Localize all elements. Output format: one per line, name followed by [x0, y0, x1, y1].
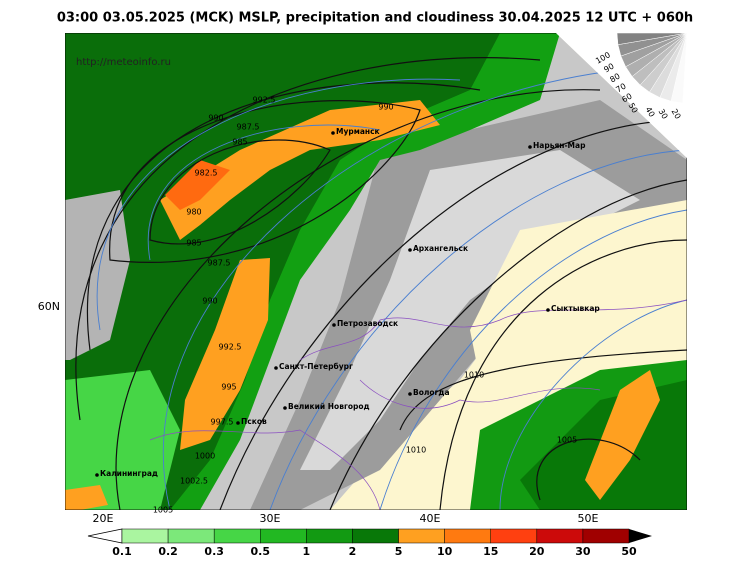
precipitation-colorbar: 0.1 0.2 0.3 0.5 1 2 5 10 15 20 30 50: [87, 528, 652, 558]
colorbar-segment: [167, 528, 215, 544]
city-marker: [332, 323, 336, 327]
colorbar-label: 0.3: [204, 545, 224, 558]
city-label: Калининград: [100, 469, 158, 478]
city-label: Великий Новгород: [288, 402, 370, 411]
isobar-label: 990: [378, 103, 393, 112]
city-marker: [274, 366, 278, 370]
longitude-label: 40E: [420, 512, 441, 525]
isobar-label: 1002.5: [180, 477, 208, 486]
colorbar-segment: [352, 528, 399, 544]
colorbar-segment: [444, 528, 491, 544]
colorbar-segment: [582, 528, 630, 544]
city-label: Вологда: [413, 388, 450, 397]
city-marker: [283, 406, 287, 410]
city-label: Псков: [241, 417, 267, 426]
isobar-label: 1005: [153, 506, 173, 515]
city-label: Нарьян-Мар: [533, 141, 586, 150]
colorbar-label: 5: [395, 545, 403, 558]
isobar-label: 987.5: [237, 123, 260, 132]
colorbar-label: 20: [529, 545, 545, 558]
isobar-label: 980: [186, 208, 201, 217]
colorbar-segment: [213, 528, 261, 544]
longitude-label: 50E: [578, 512, 599, 525]
colorbar-label: 10: [437, 545, 453, 558]
isobar-label: 982.5: [195, 169, 218, 178]
cloudiness-label: 70: [614, 82, 627, 95]
colorbar-label: 0.5: [251, 545, 271, 558]
city-label: Мурманск: [336, 127, 380, 136]
city-marker: [95, 473, 99, 477]
colorbar-label: 0.2: [158, 545, 178, 558]
isobar-label: 1010: [406, 446, 426, 455]
isobar-label: 992.5: [253, 96, 276, 105]
city-marker: [408, 392, 412, 396]
isobar-label: 985: [232, 138, 247, 147]
isobar-label: 985: [186, 239, 201, 248]
cloudiness-label: 60: [620, 92, 633, 105]
colorbar-label: 15: [483, 545, 498, 558]
colorbar-label: 50: [621, 545, 637, 558]
city-marker: [408, 248, 412, 252]
city-marker: [331, 131, 335, 135]
map: [65, 33, 687, 510]
city-label: Петрозаводск: [337, 319, 398, 328]
city-marker: [236, 421, 240, 425]
city-marker: [528, 145, 532, 149]
cloudiness-label: 50: [627, 101, 640, 114]
longitude-label: 20E: [93, 512, 114, 525]
city-label: Сыктывкар: [551, 304, 600, 313]
colorbar-segment: [306, 528, 353, 544]
colorbar-label: 2: [349, 545, 357, 558]
isobar-label: 1010: [464, 371, 484, 380]
isobar-label: 990: [202, 297, 217, 306]
isobar-label: 997.5: [211, 418, 234, 427]
isobar-label: 987.5: [208, 259, 231, 268]
city-label: Архангельск: [413, 244, 468, 253]
cloudiness-label: 90: [602, 62, 615, 75]
colorbar-segment: [536, 528, 584, 544]
latitude-label: 60N: [38, 300, 60, 313]
cloudiness-label: 40: [644, 105, 657, 118]
colorbar-segment: [260, 528, 307, 544]
colorbar-segment: [398, 528, 445, 544]
isobar-label: 1005: [557, 436, 577, 445]
source-url: http://meteoinfo.ru: [76, 57, 171, 68]
cloudiness-label: 30: [657, 107, 670, 120]
cloudiness-sector: [616, 32, 688, 45]
colorbar-label: 1: [303, 545, 311, 558]
isobar-label: 990: [208, 114, 223, 123]
isobar-label: 995: [221, 383, 236, 392]
colorbar-segment: [121, 528, 169, 544]
city-label: Санкт-Петербург: [279, 362, 353, 371]
city-marker: [546, 308, 550, 312]
isobar-label: 1000: [195, 452, 215, 461]
isobar-label: 992.5: [219, 343, 242, 352]
cloudiness-label: 20: [670, 107, 683, 120]
title: 03:00 03.05.2025 (MCK) MSLP, precipitati…: [57, 11, 693, 26]
colorbar-label: 0.1: [112, 545, 132, 558]
colorbar-label: 30: [575, 545, 591, 558]
longitude-label: 30E: [260, 512, 281, 525]
cloudiness-label: 80: [608, 72, 621, 85]
colorbar-segment: [490, 528, 538, 544]
